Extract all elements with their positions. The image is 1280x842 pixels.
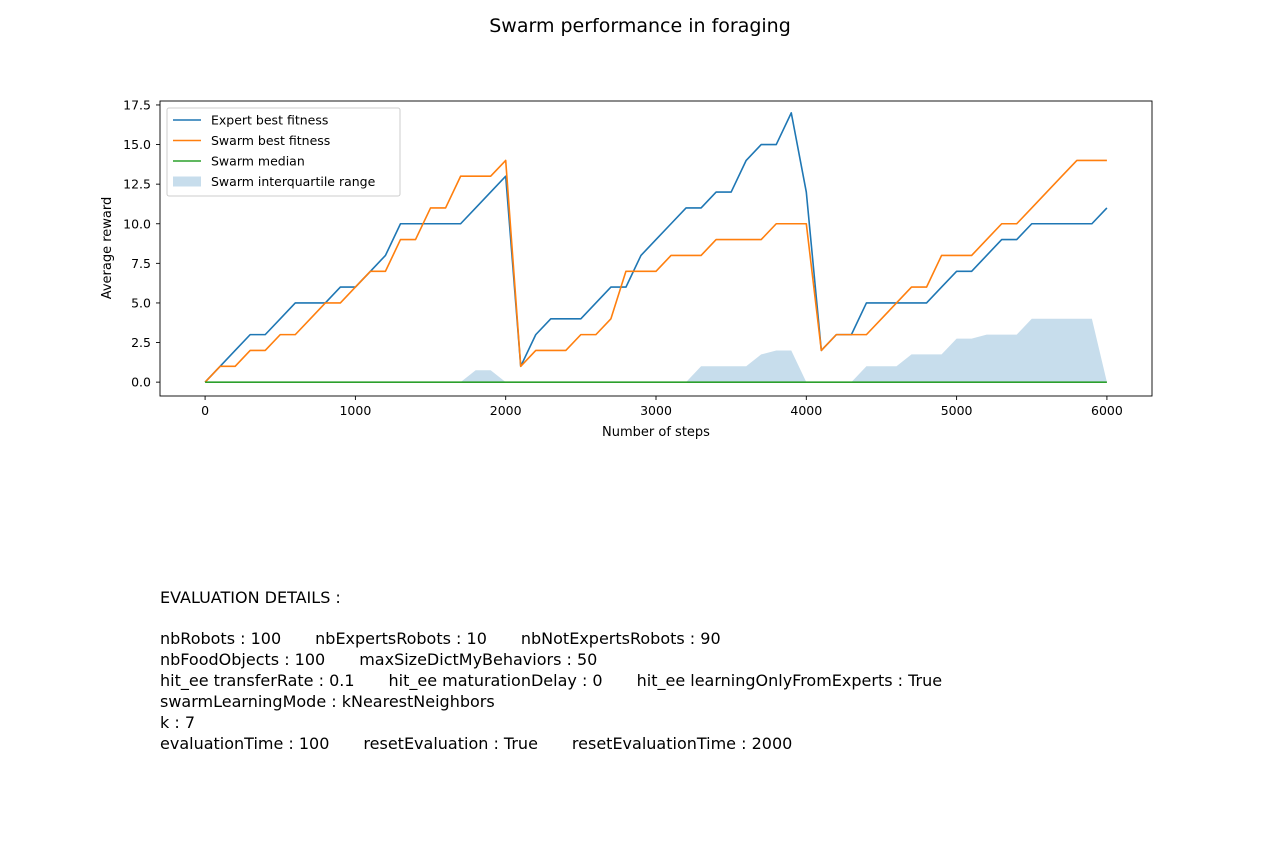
x-tick-label: 5000 (941, 403, 973, 418)
y-tick-label: 2.5 (131, 335, 151, 350)
details-line: k : 7 (160, 712, 942, 733)
y-tick-label: 12.5 (123, 177, 151, 192)
details-item: swarmLearningMode : kNearestNeighbors (160, 692, 495, 711)
y-tick-label: 5.0 (131, 295, 151, 310)
y-tick-label: 0.0 (131, 375, 151, 390)
x-tick-label: 6000 (1091, 403, 1123, 418)
series-line-1 (204, 159, 1107, 383)
y-tick-label: 10.0 (123, 216, 151, 231)
details-item: k : 7 (160, 713, 196, 732)
details-item: hit_ee transferRate : 0.1 (160, 671, 355, 690)
plot-area: 0 1000 2000 3000 4000 5000 6000 0.0 2.5 5.0 7.5 10.… (123, 97, 1153, 418)
y-tick-label: 15.0 (123, 137, 151, 152)
y-tick-label: 7.5 (131, 256, 151, 271)
details-line: evaluationTime : 100 resetEvaluation : Tr… (160, 733, 942, 754)
legend-swatch (173, 176, 201, 187)
details-line: nbRobots : 100 nbExpertsRobots : 10 nbNotE… (160, 628, 942, 649)
details-item: maxSizeDictMyBehaviors : 50 (359, 650, 598, 669)
iqr-band (205, 318, 1107, 383)
details-item: resetEvaluationTime : 2000 (571, 734, 793, 753)
legend-label: Swarm best fitness (211, 133, 330, 148)
legend-box (166, 107, 401, 197)
x-tick-label: 2000 (490, 403, 522, 418)
x-tick-label: 3000 (640, 403, 672, 418)
details-line: swarmLearningMode : kNearestNeighbors (160, 691, 942, 712)
x-tick-label: 1000 (339, 403, 371, 418)
chart-title: Swarm performance in foraging (489, 15, 791, 37)
y-axis-label: Average reward (100, 197, 115, 300)
details-item: resetEvaluation : True (363, 734, 538, 753)
details-item: nbExpertsRobots : 10 (315, 629, 487, 648)
x-tick-label: 0 (201, 403, 209, 418)
details-item: evaluationTime : 100 (160, 734, 330, 753)
details-item: nbRobots : 100 (160, 629, 282, 648)
evaluation-details: EVALUATION DETAILS : nbRobots : 100 nbExp… (160, 587, 942, 754)
details-heading: EVALUATION DETAILS : (160, 588, 341, 607)
legend-label: Swarm interquartile range (211, 174, 376, 189)
details-item: hit_ee maturationDelay : 0 (388, 671, 603, 690)
details-spacer (160, 608, 942, 628)
x-axis-label: Number of steps (602, 425, 710, 440)
details-item: nbNotExpertsRobots : 90 (520, 629, 721, 648)
details-item: nbFoodObjects : 100 (160, 650, 326, 669)
legend-label: Swarm median (211, 154, 305, 169)
details-line: nbFoodObjects : 100 maxSizeDictMyBehavior… (160, 649, 942, 670)
details-item: hit_ee learningOnlyFromExperts : True (636, 671, 943, 690)
details-line: hit_ee transferRate : 0.1 hit_ee maturati… (160, 670, 942, 691)
legend-label: Expert best fitness (211, 113, 328, 128)
x-tick-label: 4000 (790, 403, 822, 418)
y-tick-label: 17.5 (123, 97, 151, 112)
